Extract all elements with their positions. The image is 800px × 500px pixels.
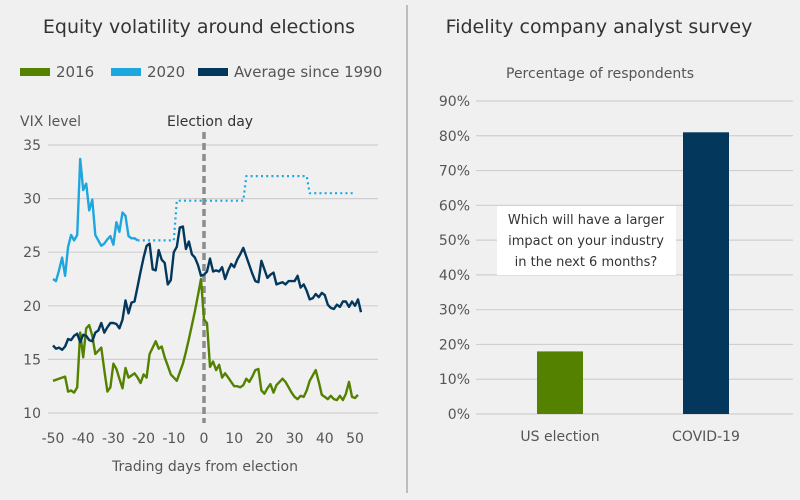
y-tick-label: 35 bbox=[23, 138, 41, 154]
x-tick-label: -20 bbox=[132, 431, 155, 447]
bar-y-tick-label: 50% bbox=[439, 233, 470, 249]
callout-box bbox=[497, 206, 676, 275]
x-tick-label: -10 bbox=[162, 431, 185, 447]
survey-y-axis-label: Percentage of respondents bbox=[506, 66, 694, 82]
x-tick-label: 20 bbox=[255, 431, 273, 447]
bar-y-tick-label: 10% bbox=[439, 372, 470, 388]
y-tick-label: 25 bbox=[23, 245, 41, 261]
y-axis-label: VIX level bbox=[20, 114, 81, 130]
y-tick-label: 15 bbox=[23, 352, 41, 368]
x-tick-label: -30 bbox=[102, 431, 125, 447]
legend-swatch-2016 bbox=[20, 68, 50, 76]
bar-y-tick-label: 90% bbox=[439, 94, 470, 110]
callout-text-line: impact on your industry bbox=[508, 234, 664, 249]
bar-y-tick-label: 80% bbox=[439, 129, 470, 145]
vix-chart-title: Equity volatility around elections bbox=[43, 16, 355, 38]
x-tick-label: 50 bbox=[346, 431, 364, 447]
election-day-label: Election day bbox=[167, 114, 253, 130]
legend-label-2016: 2016 bbox=[56, 63, 94, 81]
bar-y-tick-label: 20% bbox=[439, 337, 470, 353]
x-tick-label: -50 bbox=[42, 431, 65, 447]
bar-category-label: US election bbox=[520, 429, 599, 445]
legend-swatch-2020 bbox=[111, 68, 141, 76]
series-line-2020-implied bbox=[137, 175, 355, 242]
bar-category-label: COVID-19 bbox=[672, 429, 740, 445]
y-tick-label: 30 bbox=[23, 192, 41, 208]
bar-covid-19 bbox=[683, 132, 729, 415]
y-tick-label: 10 bbox=[23, 406, 41, 422]
series-line-2020 bbox=[52, 157, 139, 283]
survey-chart-title: Fidelity company analyst survey bbox=[446, 16, 753, 38]
x-tick-label: 0 bbox=[200, 431, 209, 447]
legend-label-average: Average since 1990 bbox=[234, 63, 382, 81]
series-line-2016 bbox=[52, 277, 359, 402]
bar-y-tick-label: 0% bbox=[448, 407, 470, 423]
callout-text-line: in the next 6 months? bbox=[515, 255, 658, 270]
bar-y-tick-label: 60% bbox=[439, 198, 470, 214]
x-tick-label: -40 bbox=[72, 431, 95, 447]
vix-chart: Equity volatility around elections 2016 … bbox=[20, 16, 382, 475]
legend: 2016 2020 Average since 1990 bbox=[20, 63, 382, 81]
x-axis-label: Trading days from election bbox=[111, 459, 298, 475]
bar-y-tick-label: 30% bbox=[439, 303, 470, 319]
legend-label-2020: 2020 bbox=[147, 63, 185, 81]
x-tick-label: 40 bbox=[316, 431, 334, 447]
x-tick-label: 10 bbox=[225, 431, 243, 447]
y-tick-label: 20 bbox=[23, 299, 41, 315]
x-tick-label: 30 bbox=[286, 431, 304, 447]
callout-text-line: Which will have a larger bbox=[508, 213, 665, 228]
series-line-average-since-1990 bbox=[52, 225, 363, 351]
bar-y-tick-label: 40% bbox=[439, 268, 470, 284]
bar-y-tick-label: 70% bbox=[439, 164, 470, 180]
bar-us-election bbox=[537, 351, 583, 414]
survey-chart: Fidelity company analyst survey Percenta… bbox=[439, 16, 793, 445]
legend-swatch-average bbox=[198, 68, 228, 76]
